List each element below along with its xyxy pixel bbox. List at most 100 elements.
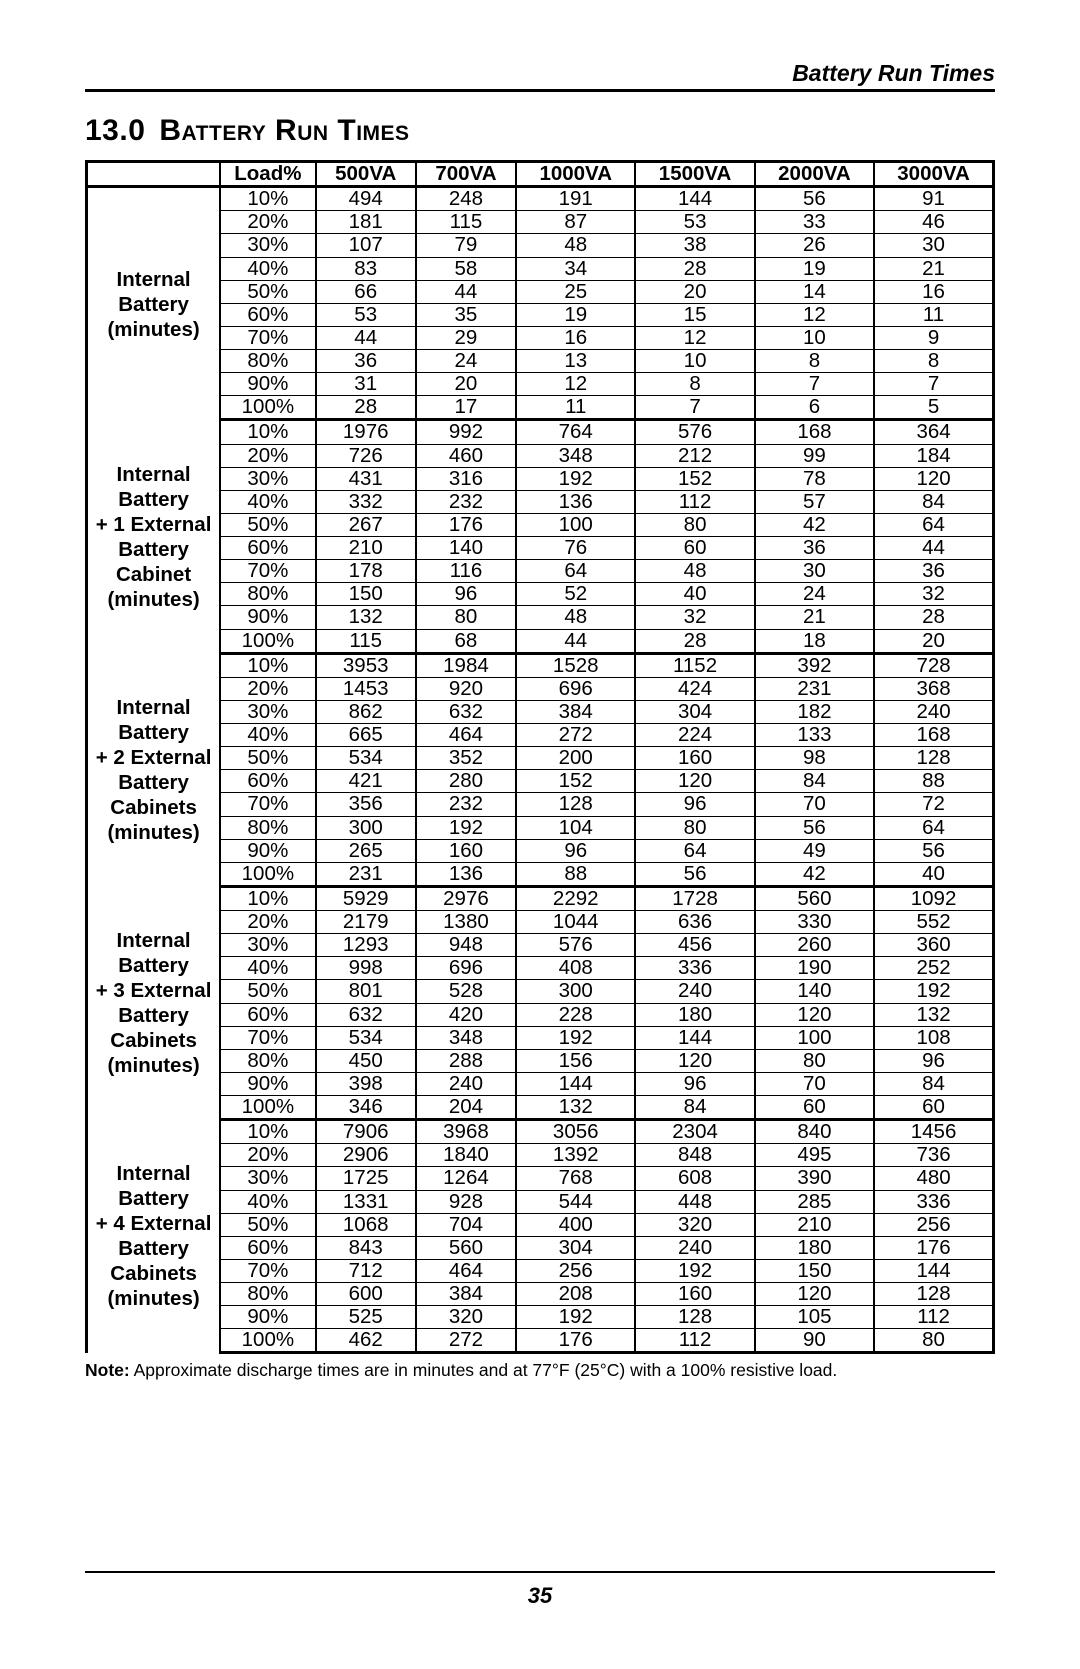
value-cell: 48 (516, 606, 635, 629)
value-cell: 256 (874, 1213, 993, 1236)
value-cell: 9 (874, 326, 993, 349)
value-cell: 1728 (635, 886, 754, 910)
value-cell: 384 (516, 700, 635, 723)
load-cell: 80% (220, 350, 315, 373)
value-cell: 136 (516, 490, 635, 513)
value-cell: 392 (755, 653, 874, 677)
value-cell: 7906 (316, 1120, 416, 1144)
value-cell: 26 (755, 234, 874, 257)
value-cell: 21 (755, 606, 874, 629)
value-cell: 736 (874, 1144, 993, 1167)
value-cell: 91 (874, 187, 993, 211)
page-number: 35 (0, 1583, 1080, 1609)
value-cell: 364 (874, 420, 993, 444)
load-cell: 50% (220, 513, 315, 536)
value-cell: 408 (516, 957, 635, 980)
value-cell: 300 (316, 816, 416, 839)
value-cell: 16 (874, 280, 993, 303)
value-cell: 115 (416, 211, 516, 234)
table-row: 70%356232128967072 (87, 793, 994, 816)
value-cell: 28 (635, 257, 754, 280)
value-cell: 96 (416, 583, 516, 606)
column-header: Load% (220, 162, 315, 187)
value-cell: 76 (516, 537, 635, 560)
load-cell: 10% (220, 653, 315, 677)
value-cell: 84 (874, 1072, 993, 1095)
value-cell: 53 (316, 303, 416, 326)
load-cell: 40% (220, 724, 315, 747)
value-cell: 267 (316, 513, 416, 536)
value-cell: 12 (755, 303, 874, 326)
value-cell: 128 (516, 793, 635, 816)
value-cell: 181 (316, 211, 416, 234)
table-row: 50%1068704400320210256 (87, 1213, 994, 1236)
value-cell: 49 (755, 839, 874, 862)
note-text: Approximate discharge times are in minut… (134, 1360, 838, 1380)
value-cell: 178 (316, 560, 416, 583)
load-cell: 70% (220, 1259, 315, 1282)
value-cell: 96 (635, 793, 754, 816)
value-cell: 28 (316, 396, 416, 420)
table-row: 20%72646034821299184 (87, 444, 994, 467)
load-cell: 40% (220, 257, 315, 280)
value-cell: 28 (635, 629, 754, 653)
table-row: 20%18111587533346 (87, 211, 994, 234)
value-cell: 120 (755, 1283, 874, 1306)
value-cell: 20 (416, 373, 516, 396)
value-cell: 632 (416, 700, 516, 723)
value-cell: 10 (635, 350, 754, 373)
value-cell: 3953 (316, 653, 416, 677)
value-cell: 19 (755, 257, 874, 280)
value-cell: 80 (635, 816, 754, 839)
load-cell: 60% (220, 1236, 315, 1259)
column-header: 700VA (416, 162, 516, 187)
value-cell: 265 (316, 839, 416, 862)
value-cell: 330 (755, 911, 874, 934)
value-cell: 534 (316, 1026, 416, 1049)
value-cell: 36 (874, 560, 993, 583)
value-cell: 304 (635, 700, 754, 723)
value-cell: 704 (416, 1213, 516, 1236)
value-cell: 398 (316, 1072, 416, 1095)
value-cell: 285 (755, 1190, 874, 1213)
value-cell: 128 (635, 1306, 754, 1329)
value-cell: 1528 (516, 653, 635, 677)
table-row: InternalBattery+ 3 ExternalBatteryCabine… (87, 886, 994, 910)
load-cell: 100% (220, 1329, 315, 1353)
value-cell: 20 (635, 280, 754, 303)
value-cell: 240 (635, 980, 754, 1003)
load-cell: 60% (220, 303, 315, 326)
value-cell: 8 (874, 350, 993, 373)
table-row: 40%1331928544448285336 (87, 1190, 994, 1213)
value-cell: 368 (874, 677, 993, 700)
value-cell: 80 (755, 1049, 874, 1072)
page: Battery Run Times 13.0Battery Run Times … (0, 0, 1080, 1669)
value-cell: 192 (635, 1259, 754, 1282)
load-cell: 90% (220, 373, 315, 396)
value-cell: 112 (874, 1306, 993, 1329)
value-cell: 552 (874, 911, 993, 934)
value-cell: 120 (755, 1003, 874, 1026)
value-cell: 46 (874, 211, 993, 234)
value-cell: 176 (874, 1236, 993, 1259)
value-cell: 336 (635, 957, 754, 980)
value-cell: 115 (316, 629, 416, 653)
load-cell: 30% (220, 934, 315, 957)
section-title: Battery Run Times (159, 114, 409, 147)
group-label: InternalBattery+ 3 ExternalBatteryCabine… (87, 886, 221, 1119)
value-cell: 288 (416, 1049, 516, 1072)
value-cell: 120 (874, 467, 993, 490)
value-cell: 192 (874, 980, 993, 1003)
load-cell: 50% (220, 1213, 315, 1236)
value-cell: 300 (516, 980, 635, 1003)
table-row: 80%4502881561208096 (87, 1049, 994, 1072)
value-cell: 38 (635, 234, 754, 257)
load-cell: 30% (220, 234, 315, 257)
value-cell: 192 (516, 1306, 635, 1329)
value-cell: 11 (874, 303, 993, 326)
value-cell: 2906 (316, 1144, 416, 1167)
value-cell: 256 (516, 1259, 635, 1282)
value-cell: 231 (755, 677, 874, 700)
section-heading: 13.0Battery Run Times (85, 114, 995, 148)
value-cell: 83 (316, 257, 416, 280)
